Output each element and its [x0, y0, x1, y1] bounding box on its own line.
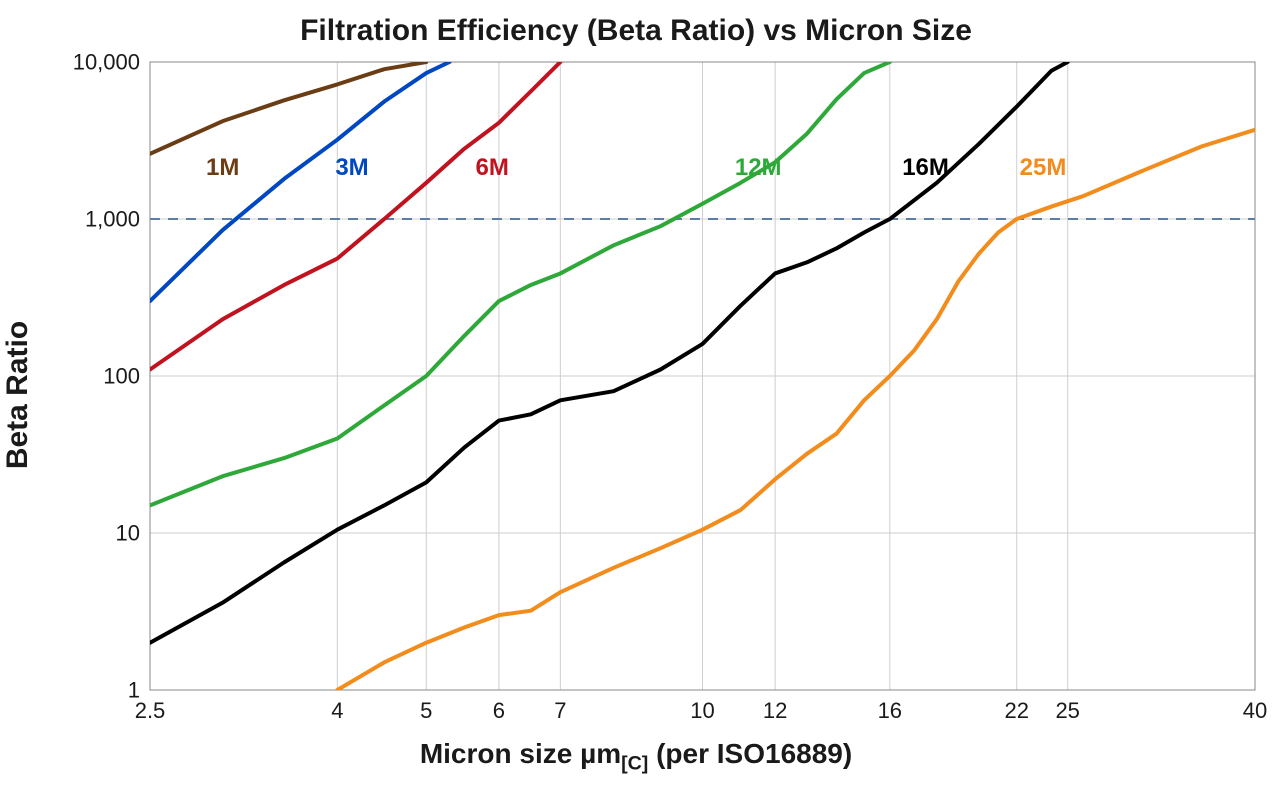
x-tick-label: 12 [763, 698, 787, 723]
x-tick-label: 10 [690, 698, 714, 723]
series-label-16M: 16M [902, 154, 949, 181]
x-tick-label: 22 [1004, 698, 1028, 723]
y-tick-label: 10 [116, 521, 140, 546]
series-label-3M: 3M [335, 154, 368, 181]
series-label-1M: 1M [206, 154, 239, 181]
y-tick-label: 10,000 [73, 50, 140, 75]
chart-container: Filtration Efficiency (Beta Ratio) vs Mi… [0, 0, 1272, 790]
series-label-25M: 25M [1020, 154, 1067, 181]
x-tick-label: 6 [493, 698, 505, 723]
x-tick-label: 16 [878, 698, 902, 723]
x-tick-label: 7 [554, 698, 566, 723]
series-label-12M: 12M [735, 154, 782, 181]
series-label-6M: 6M [476, 154, 509, 181]
chart-plot: 1M3M6M12M16M25M2.54567101216222540110100… [0, 0, 1272, 790]
x-tick-label: 5 [420, 698, 432, 723]
x-tick-label: 25 [1055, 698, 1079, 723]
y-tick-label: 1,000 [85, 207, 140, 232]
y-tick-label: 100 [103, 364, 140, 389]
x-tick-label: 40 [1243, 698, 1267, 723]
y-tick-label: 1 [128, 678, 140, 703]
x-tick-label: 4 [331, 698, 343, 723]
